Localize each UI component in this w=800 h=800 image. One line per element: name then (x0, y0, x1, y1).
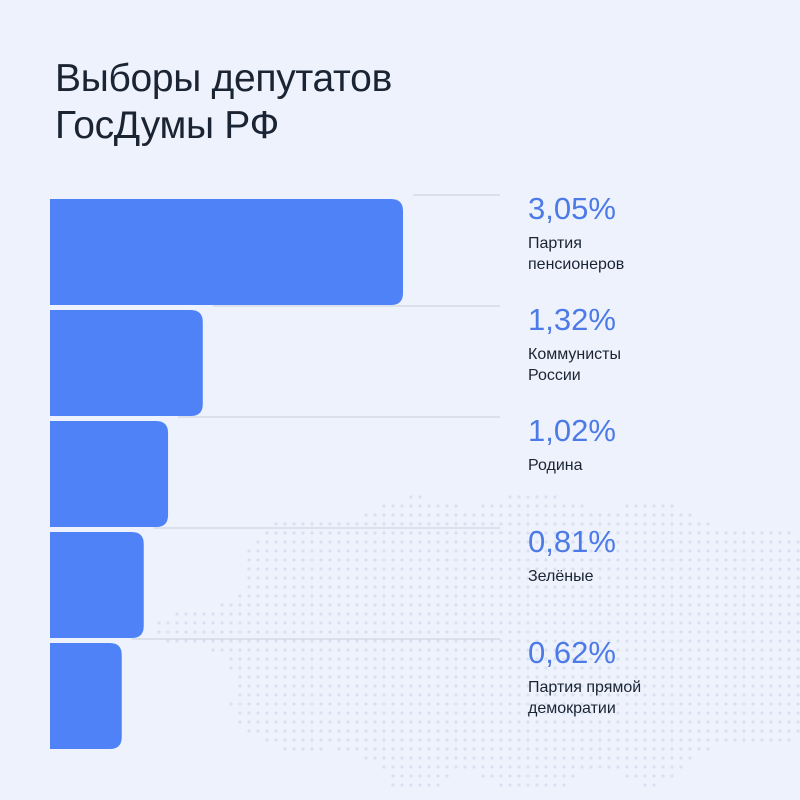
title-line-1: Выборы депутатов (55, 57, 392, 100)
bar-4 (50, 532, 144, 638)
bar-5 (50, 643, 122, 749)
bar-3 (50, 421, 169, 527)
value-label: 1,32% (528, 302, 616, 337)
category-label: Зелёные (528, 568, 594, 585)
category-label: Партия прямой демократии (528, 679, 641, 717)
value-label: 0,81% (528, 524, 616, 559)
value-label: 1,02% (528, 413, 616, 448)
map-dots-group (157, 495, 800, 787)
page-title: Выборы депутатов ГосДумы РФ (55, 55, 392, 149)
title-line-2: ГосДумы РФ (55, 104, 279, 147)
bar-2 (50, 310, 203, 416)
category-label: Партия пенсионеров (528, 235, 624, 273)
value-label: 3,05% (528, 191, 616, 226)
category-label: Коммунисты России (528, 346, 621, 384)
bar-1 (50, 199, 403, 305)
category-label: Родина (528, 457, 583, 474)
value-label: 0,62% (528, 635, 616, 670)
